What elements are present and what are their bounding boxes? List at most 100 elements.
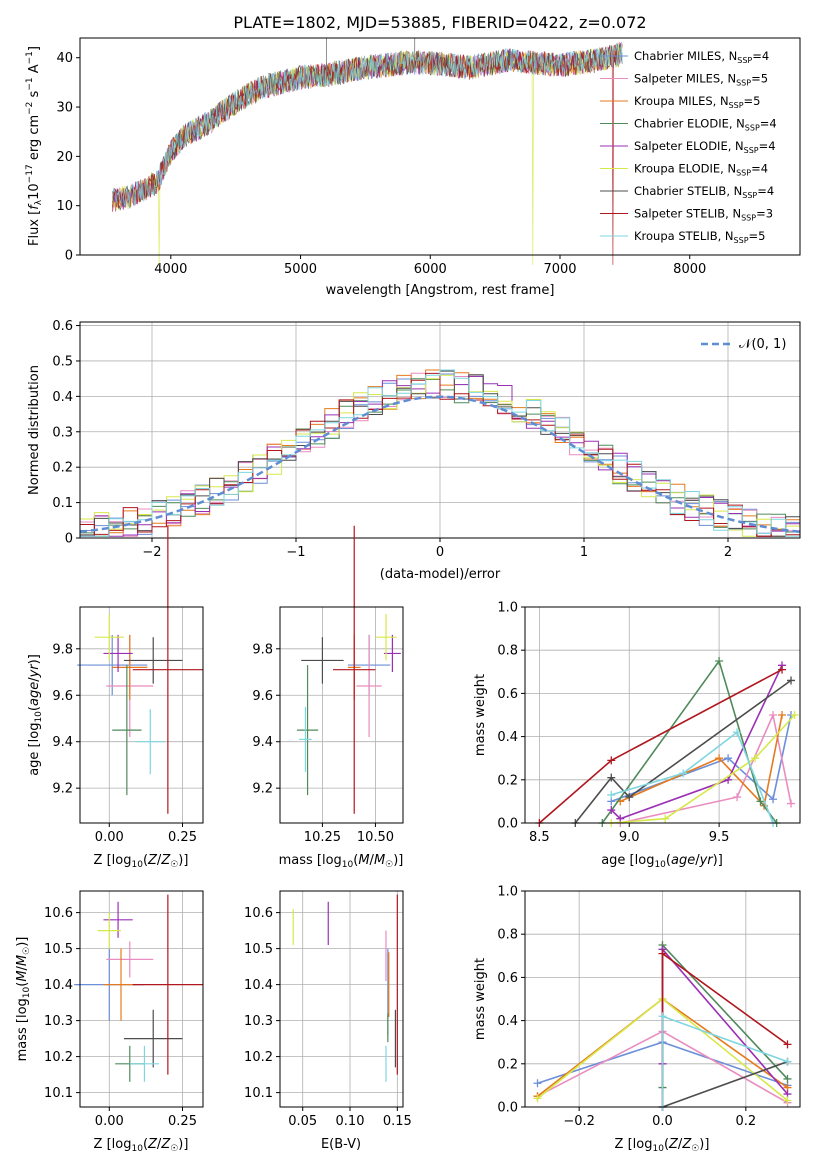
histogram-ylabel: Normed distribution [27,365,42,495]
weight-marker [751,754,760,763]
spectrum-series-line [112,44,623,265]
y-tick-label: 9.8 [52,642,73,657]
y-tick-label: 0.4 [497,1014,518,1029]
histogram-series-step [80,369,800,537]
residual-histogram-panel: −2 −1 0 1 2 0 0.1 0.2 0.3 0.4 0.5 0.6 (data-model)/… [27,319,801,582]
y-tick-label: 0.5 [52,354,73,369]
y-tick-label: 10.6 [44,906,73,921]
weight-marker [658,1012,667,1021]
x-tick-label: 2 [724,545,732,560]
y-tick-label: 0.6 [497,971,518,986]
weight-marker [616,814,625,823]
x-tick-label: 0 [436,545,444,560]
y-tick-label: 9.6 [52,689,73,704]
y-tick-label: 10.5 [44,942,73,957]
y-tick-label: 10.4 [44,978,73,993]
weight-series-line [661,947,789,1095]
x-tick-label: 0.25 [168,830,197,845]
legend-entry: Salpeter STELIB, NSSP=3 [634,207,773,223]
y-tick-label: 10.3 [244,1014,273,1029]
x-tick-label: 0.0 [652,1114,673,1129]
weight-marker [607,806,616,815]
age-weight-ylabel: mass weight [473,674,488,756]
x-tick-label: 1 [580,545,588,560]
y-tick-label: 40 [56,51,73,66]
weight-series-line [574,679,792,824]
weight-marker [607,790,616,799]
y-tick-label: 0 [65,532,73,547]
x-tick-label: 0.15 [383,1114,412,1129]
x-tick-label: 5000 [284,262,317,277]
histogram-series-step [80,372,800,537]
age-weight-panel: 8.5 9.0 9.5 0.0 0.2 0.4 0.6 0.8 1.0 age [log10(a… [473,601,801,870]
y-tick-label: 0.2 [497,773,518,788]
weight-marker [783,1057,792,1066]
y-tick-label: 10.6 [244,906,273,921]
y-tick-label: 9.8 [252,642,273,657]
x-tick-label: 6000 [414,262,447,277]
metallicity-weight-xlabel: Z [log10(Z/Z☉)] [615,1137,710,1154]
metallicity-weight-panel: −0.2 0.0 0.2 0.0 0.2 0.4 0.6 0.8 1.0 Z [log10(Z/… [473,885,801,1154]
weight-marker [756,797,765,806]
y-tick-label: 10.1 [44,1086,73,1101]
legend-entry: Chabrier ELODIE, NSSP=4 [634,117,777,133]
y-tick-label: 0.2 [52,461,73,476]
y-tick-label: 0.3 [52,425,73,440]
legend-entry: Salpeter ELODIE, NSSP=4 [634,139,776,155]
y-tick-label: 30 [56,101,73,116]
figure-title: PLATE=1802, MJD=53885, FIBERID=0422, z=0… [233,13,646,32]
x-tick-label: 0.00 [95,830,124,845]
y-tick-label: 0.1 [52,496,73,511]
x-tick-label: 10.50 [357,830,394,845]
y-tick-label: 1.0 [497,885,518,900]
weight-series-line [611,714,792,803]
x-tick-label: 0.10 [336,1114,365,1129]
extinction-mass-panel: 0.05 0.10 0.15 10.1 10.2 10.3 10.4 10.5 10.6 E(B… [244,890,412,1152]
y-tick-label: 10.5 [244,942,273,957]
histogram-legend: 𝒩(0, 1) [701,337,786,352]
x-tick-label: −0.2 [563,1114,595,1129]
y-tick-label: 0.0 [497,817,518,832]
weight-marker [715,754,724,763]
x-tick-label: 0.25 [168,1114,197,1129]
weight-marker [607,756,616,765]
weight-marker [783,1074,792,1083]
y-tick-label: 0.8 [497,644,518,659]
x-tick-label: −1 [286,545,305,560]
weight-series-line [610,664,783,820]
y-tick-label: 0.4 [52,390,73,405]
weight-marker [783,1096,792,1105]
metallicity-age-xlabel: Z [log10(Z/Z☉)] [94,853,189,870]
spectrum-series-line [112,43,623,265]
y-tick-label: 10.3 [44,1014,73,1029]
y-tick-label: 10 [56,199,73,214]
weight-marker [790,711,799,719]
y-tick-label: 20 [56,150,73,165]
histogram-xlabel: (data-model)/error [380,567,501,582]
y-tick-label: 9.2 [52,782,73,797]
spectrum-panel: 4000 5000 6000 7000 8000 0 10 20 30 40 wavelength… [25,37,801,298]
spectrum-legend: Chabrier MILES, NSSP=4 Salpeter MILES, NS… [600,49,777,245]
weight-series-line [662,1060,788,1108]
metallicity-weight-ylabel: mass weight [473,958,488,1040]
weight-marker [679,769,688,778]
y-tick-label: 10.4 [244,978,273,993]
y-tick-label: 9.4 [52,735,73,750]
legend-entry: Salpeter MILES, NSSP=5 [634,72,768,88]
mass-age-panel: 10.25 10.50 9.2 9.4 9.6 9.8 mass [log10(M/M☉)… [252,525,404,870]
x-tick-label: 9.5 [709,830,730,845]
weight-marker [733,793,742,802]
legend-entry: Kroupa ELODIE, NSSP=4 [634,162,768,178]
y-tick-label: 0.2 [497,1057,518,1072]
weight-marker [715,657,724,665]
weight-marker [778,665,787,674]
weight-marker [607,773,616,782]
weight-marker [778,711,787,719]
y-tick-label: 9.6 [252,689,273,704]
weight-marker [783,1040,792,1049]
x-tick-label: 10.25 [304,830,341,845]
legend-entry: Chabrier STELIB, NSSP=4 [634,184,774,200]
y-tick-label: 0.8 [497,928,518,943]
gaussian-reference-curve [79,395,801,534]
